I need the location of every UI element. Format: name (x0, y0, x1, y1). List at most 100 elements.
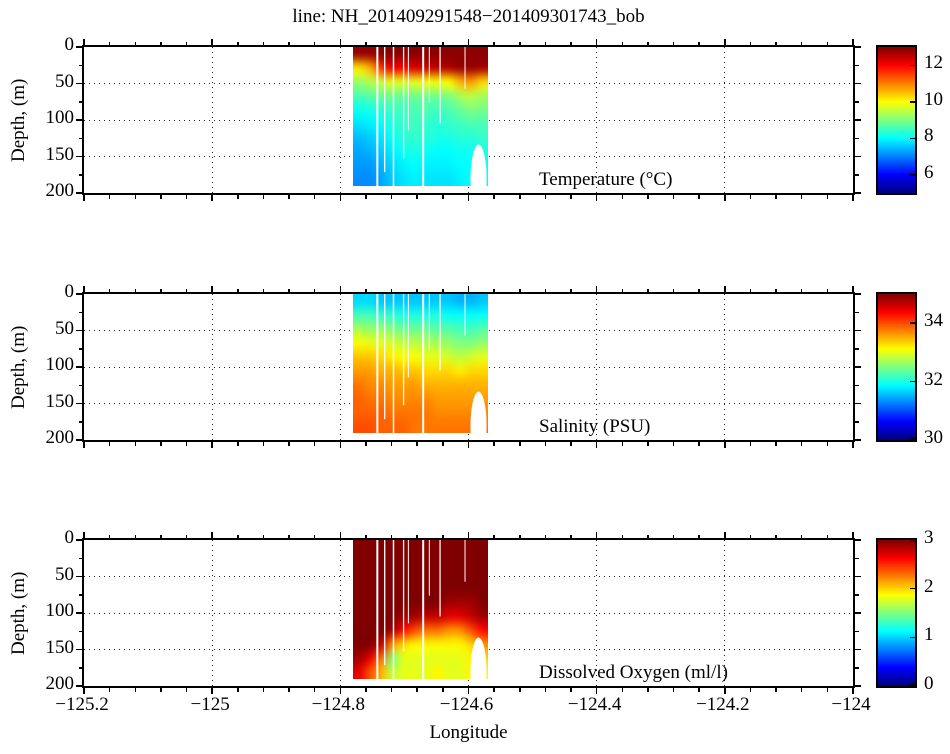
x-tick-minor (826, 288, 829, 292)
y-tick-minor (78, 101, 82, 103)
x-tick-major (211, 532, 213, 538)
x-tick-minor (313, 195, 316, 199)
x-tick-label: −124.8 (311, 694, 366, 715)
x-tick-major (83, 688, 85, 694)
x-tick-minor (647, 442, 649, 446)
x-tick-minor (647, 41, 649, 45)
x-tick-minor (698, 534, 700, 538)
y-tick-major (76, 685, 82, 687)
x-tick-major (467, 39, 470, 45)
colorbar-tick-label: 30 (924, 427, 943, 448)
x-tick-minor (313, 534, 316, 538)
x-tick-major (339, 286, 342, 292)
x-tick-minor (519, 442, 521, 446)
x-tick-minor (160, 442, 162, 446)
panel-temperature: Depth, (m) Temperature (°C) 0 50 100 150 200… (0, 35, 950, 201)
y-tick-major (855, 155, 861, 158)
x-tick-major (467, 286, 470, 292)
x-tick-major (211, 195, 213, 201)
y-tick-major (855, 685, 861, 687)
x-tick-minor (365, 41, 367, 45)
x-tick-major (467, 688, 470, 694)
y-tick-major (76, 575, 82, 578)
x-tick-minor (544, 195, 547, 199)
x-tick-minor (262, 41, 265, 45)
colorbar-tick-label: 10 (924, 88, 943, 110)
x-tick-minor (108, 688, 111, 692)
x-tick-minor (185, 688, 188, 692)
x-tick-minor (134, 41, 137, 45)
y-tick-minor (855, 421, 859, 423)
x-tick-minor (544, 534, 547, 538)
colorbar-tick (910, 64, 915, 66)
x-tick-minor (442, 195, 444, 199)
x-tick-minor (800, 195, 803, 199)
x-tick-label: −125.2 (55, 694, 109, 715)
x-tick-minor (237, 442, 239, 446)
x-tick-minor (390, 534, 393, 538)
x-tick-minor (160, 195, 162, 199)
x-tick-minor (775, 195, 777, 199)
y-tick-major (76, 329, 82, 332)
x-tick-minor (262, 195, 265, 199)
x-tick-major (852, 286, 854, 292)
colorbar-tick (910, 174, 915, 176)
x-tick-minor (185, 534, 188, 538)
x-tick-minor (237, 195, 239, 199)
x-tick-minor (519, 288, 521, 292)
x-tick-minor (134, 688, 137, 692)
y-tick-major (76, 155, 82, 158)
x-tick-minor (570, 442, 572, 446)
x-tick-minor (160, 688, 162, 692)
colorbar-temperature (876, 45, 917, 195)
x-tick-minor (647, 688, 649, 692)
y-tick-minor (78, 557, 82, 559)
x-tick-minor (800, 534, 803, 538)
x-tick-minor (288, 688, 290, 692)
x-tick-label: −124.4 (567, 694, 622, 715)
x-tick-minor (698, 41, 700, 45)
y-tick-major (76, 192, 82, 194)
y-tick-minor (855, 174, 859, 176)
x-tick-minor (826, 195, 829, 199)
x-tick-major (339, 195, 342, 201)
x-tick-minor (134, 195, 137, 199)
x-tick-minor (160, 41, 162, 45)
x-tick-minor (621, 688, 624, 692)
x-tick-major (595, 195, 598, 201)
y-tick-minor (78, 630, 82, 632)
y-tick-label: 0 (64, 34, 75, 55)
y-tick-major (855, 439, 861, 441)
x-tick-minor (826, 442, 829, 446)
y-tick-major (855, 575, 861, 578)
colorbar-gradient (878, 294, 915, 440)
x-tick-minor (237, 41, 239, 45)
x-tick-minor (621, 442, 624, 446)
colorbar-tick (910, 587, 915, 590)
x-tick-minor (108, 442, 111, 446)
colorbar-tick-label: 2 (924, 575, 934, 597)
x-tick-major (595, 286, 598, 292)
colorbar-tick-label: 32 (924, 368, 943, 390)
x-tick-minor (775, 534, 777, 538)
figure-title: line: NH_201409291548−201409301743_bob (292, 6, 645, 27)
colorbar-tick (910, 437, 915, 440)
y-tick-minor (78, 667, 82, 669)
x-tick-minor (416, 534, 418, 538)
y-tick-label: 200 (45, 673, 75, 694)
x-tick-minor (749, 288, 752, 292)
plot-area-temperature: Temperature (°C) (76, 39, 861, 201)
x-tick-minor (288, 195, 290, 199)
x-tick-major (211, 286, 213, 292)
x-tick-minor (749, 688, 752, 692)
x-tick-minor (672, 195, 675, 199)
x-tick-minor (313, 288, 316, 292)
x-tick-major (852, 442, 854, 448)
y-tick-minor (78, 311, 82, 313)
x-tick-major (83, 442, 85, 448)
y-tick-major (855, 612, 861, 614)
x-tick-minor (390, 442, 393, 446)
x-tick-minor (237, 534, 239, 538)
x-tick-minor (134, 442, 137, 446)
x-tick-major (211, 39, 213, 45)
